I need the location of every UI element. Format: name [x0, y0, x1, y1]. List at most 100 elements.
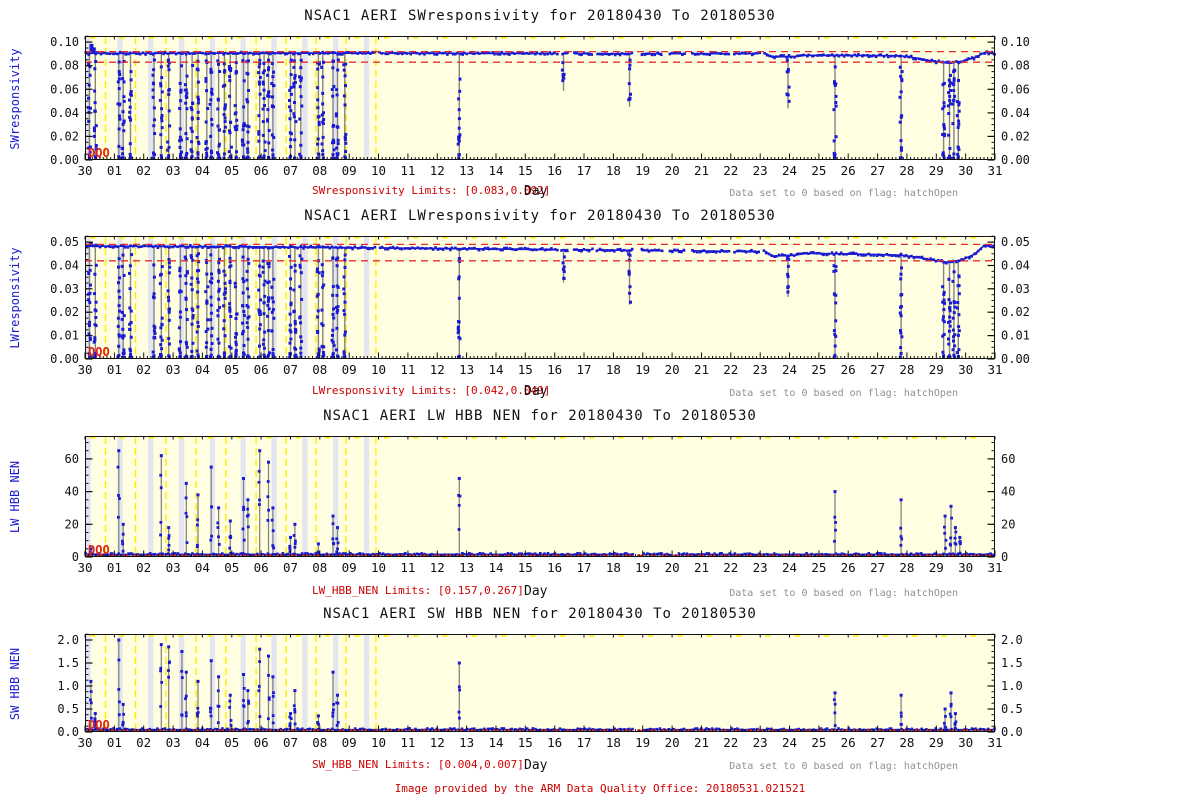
x-tick-label: 14 [488, 560, 503, 575]
x-tick-label: 05 [224, 163, 239, 178]
y-tick-label: 0.10 [50, 35, 79, 49]
panel-title: NSAC1 AERI SW HBB NEN for 20180430 To 20… [323, 606, 757, 622]
x-tick-label: 04 [195, 560, 210, 575]
y-tick-label: 0 [72, 550, 79, 564]
x-tick-label: 07 [283, 163, 298, 178]
y-tick-label: 0.08 [1001, 59, 1030, 73]
hatch-open-lines [90, 436, 976, 556]
x-tick-label: 17 [576, 362, 591, 377]
x-tick-label: 24 [782, 560, 797, 575]
x-tick-label: 01 [107, 362, 122, 377]
y-tick-label: 0.0 [57, 725, 79, 739]
y-tick-label: 0.00 [50, 153, 79, 167]
x-tick-label: 02 [136, 735, 151, 750]
x-tick-label: 24 [782, 735, 797, 750]
x-tick-label: 07 [283, 362, 298, 377]
x-tick-label: 16 [547, 163, 562, 178]
x-tick-label: 30 [77, 362, 92, 377]
x-tick-label: 21 [694, 560, 709, 575]
x-tick-label: 04 [195, 163, 210, 178]
dqo-watermark: DQO [88, 543, 110, 557]
x-tick-label: 02 [136, 560, 151, 575]
x-tick-label: 28 [899, 362, 914, 377]
x-tick-label: 01 [107, 560, 122, 575]
x-tick-label: 31 [987, 560, 1002, 575]
x-tick-label: 23 [753, 560, 768, 575]
x-tick-label: 09 [342, 735, 357, 750]
axes: 0.00 0.00 0.02 0.02 0.04 0.04 0.06 0.06 0.08 0.08… [50, 35, 1030, 178]
x-tick-label: 01 [107, 163, 122, 178]
x-tick-label: 25 [811, 362, 826, 377]
x-tick-label: 10 [371, 362, 386, 377]
x-tick-label: 17 [576, 163, 591, 178]
y-tick-label: 40 [65, 485, 79, 499]
hatch-open-lines [90, 236, 976, 358]
x-tick-label: 28 [899, 560, 914, 575]
flag-note: Data set to 0 based on flag: hatchOpen [729, 388, 958, 399]
y-tick-label: 60 [65, 452, 79, 466]
y-tick-label: 60 [1001, 452, 1015, 466]
x-tick-label: 22 [723, 735, 738, 750]
x-tick-label: 29 [929, 362, 944, 377]
x-tick-label: 01 [107, 735, 122, 750]
data-series [85, 241, 996, 359]
x-axis-label: Day [524, 584, 548, 599]
y-tick-label: 0.06 [50, 82, 79, 96]
x-tick-label: 12 [430, 362, 445, 377]
x-tick-label: 09 [342, 560, 357, 575]
x-tick-label: 16 [547, 560, 562, 575]
axes: 0.0 0.0 0.5 0.5 1.0 1.0 1.5 1.5 2.0 2.0 30 01 02 03 04… [57, 633, 1022, 750]
y-tick-label: 0.00 [1001, 153, 1030, 167]
x-tick-label: 23 [753, 163, 768, 178]
x-tick-label: 13 [459, 735, 474, 750]
x-tick-label: 17 [576, 560, 591, 575]
x-tick-label: 20 [665, 163, 680, 178]
y-tick-label: 0.02 [50, 305, 79, 319]
x-tick-label: 12 [430, 560, 445, 575]
y-tick-label: 0.02 [1001, 129, 1030, 143]
plot-bg [85, 436, 995, 557]
y-tick-label: 1.5 [57, 656, 79, 670]
x-tick-label: 30 [958, 735, 973, 750]
y-tick-label: 0.05 [50, 235, 79, 249]
x-tick-label: 06 [254, 560, 269, 575]
y-tick-label: 0.04 [1001, 106, 1030, 120]
y-tick-label: 0.04 [50, 259, 79, 273]
x-tick-label: 11 [400, 362, 415, 377]
y-tick-label: 20 [65, 517, 79, 531]
y-axis-label: LWresponsivity [8, 247, 22, 349]
x-tick-label: 15 [518, 362, 533, 377]
x-tick-label: 02 [136, 362, 151, 377]
x-tick-label: 15 [518, 735, 533, 750]
x-tick-label: 11 [400, 735, 415, 750]
dqo-watermark: DQO [88, 345, 110, 359]
x-tick-label: 30 [77, 560, 92, 575]
flag-note: Data set to 0 based on flag: hatchOpen [729, 761, 958, 772]
limits-label: SW_HBB_NEN Limits: [0.004,0.007] [312, 758, 524, 771]
x-tick-label: 27 [870, 560, 885, 575]
y-tick-label: 0 [1001, 550, 1008, 564]
panel-title: NSAC1 AERI LWresponsivity for 20180430 T… [304, 208, 776, 224]
x-tick-label: 09 [342, 362, 357, 377]
plot-bg [85, 634, 995, 732]
limits-label: LWresponsivity Limits: [0.042,0.049] [312, 384, 551, 397]
x-tick-label: 15 [518, 163, 533, 178]
x-tick-label: 11 [400, 560, 415, 575]
x-tick-label: 19 [635, 560, 650, 575]
x-tick-label: 31 [987, 362, 1002, 377]
x-tick-label: 26 [841, 163, 856, 178]
x-axis-label: Day [524, 384, 548, 399]
x-tick-label: 20 [665, 560, 680, 575]
x-tick-label: 04 [195, 735, 210, 750]
x-tick-label: 19 [635, 163, 650, 178]
y-tick-label: 0.5 [1001, 702, 1023, 716]
y-tick-label: 0.08 [50, 59, 79, 73]
x-tick-label: 15 [518, 560, 533, 575]
x-tick-label: 22 [723, 560, 738, 575]
x-tick-label: 30 [958, 560, 973, 575]
x-tick-label: 07 [283, 560, 298, 575]
y-tick-label: 0.05 [1001, 235, 1030, 249]
x-tick-label: 31 [987, 163, 1002, 178]
x-tick-label: 26 [841, 735, 856, 750]
